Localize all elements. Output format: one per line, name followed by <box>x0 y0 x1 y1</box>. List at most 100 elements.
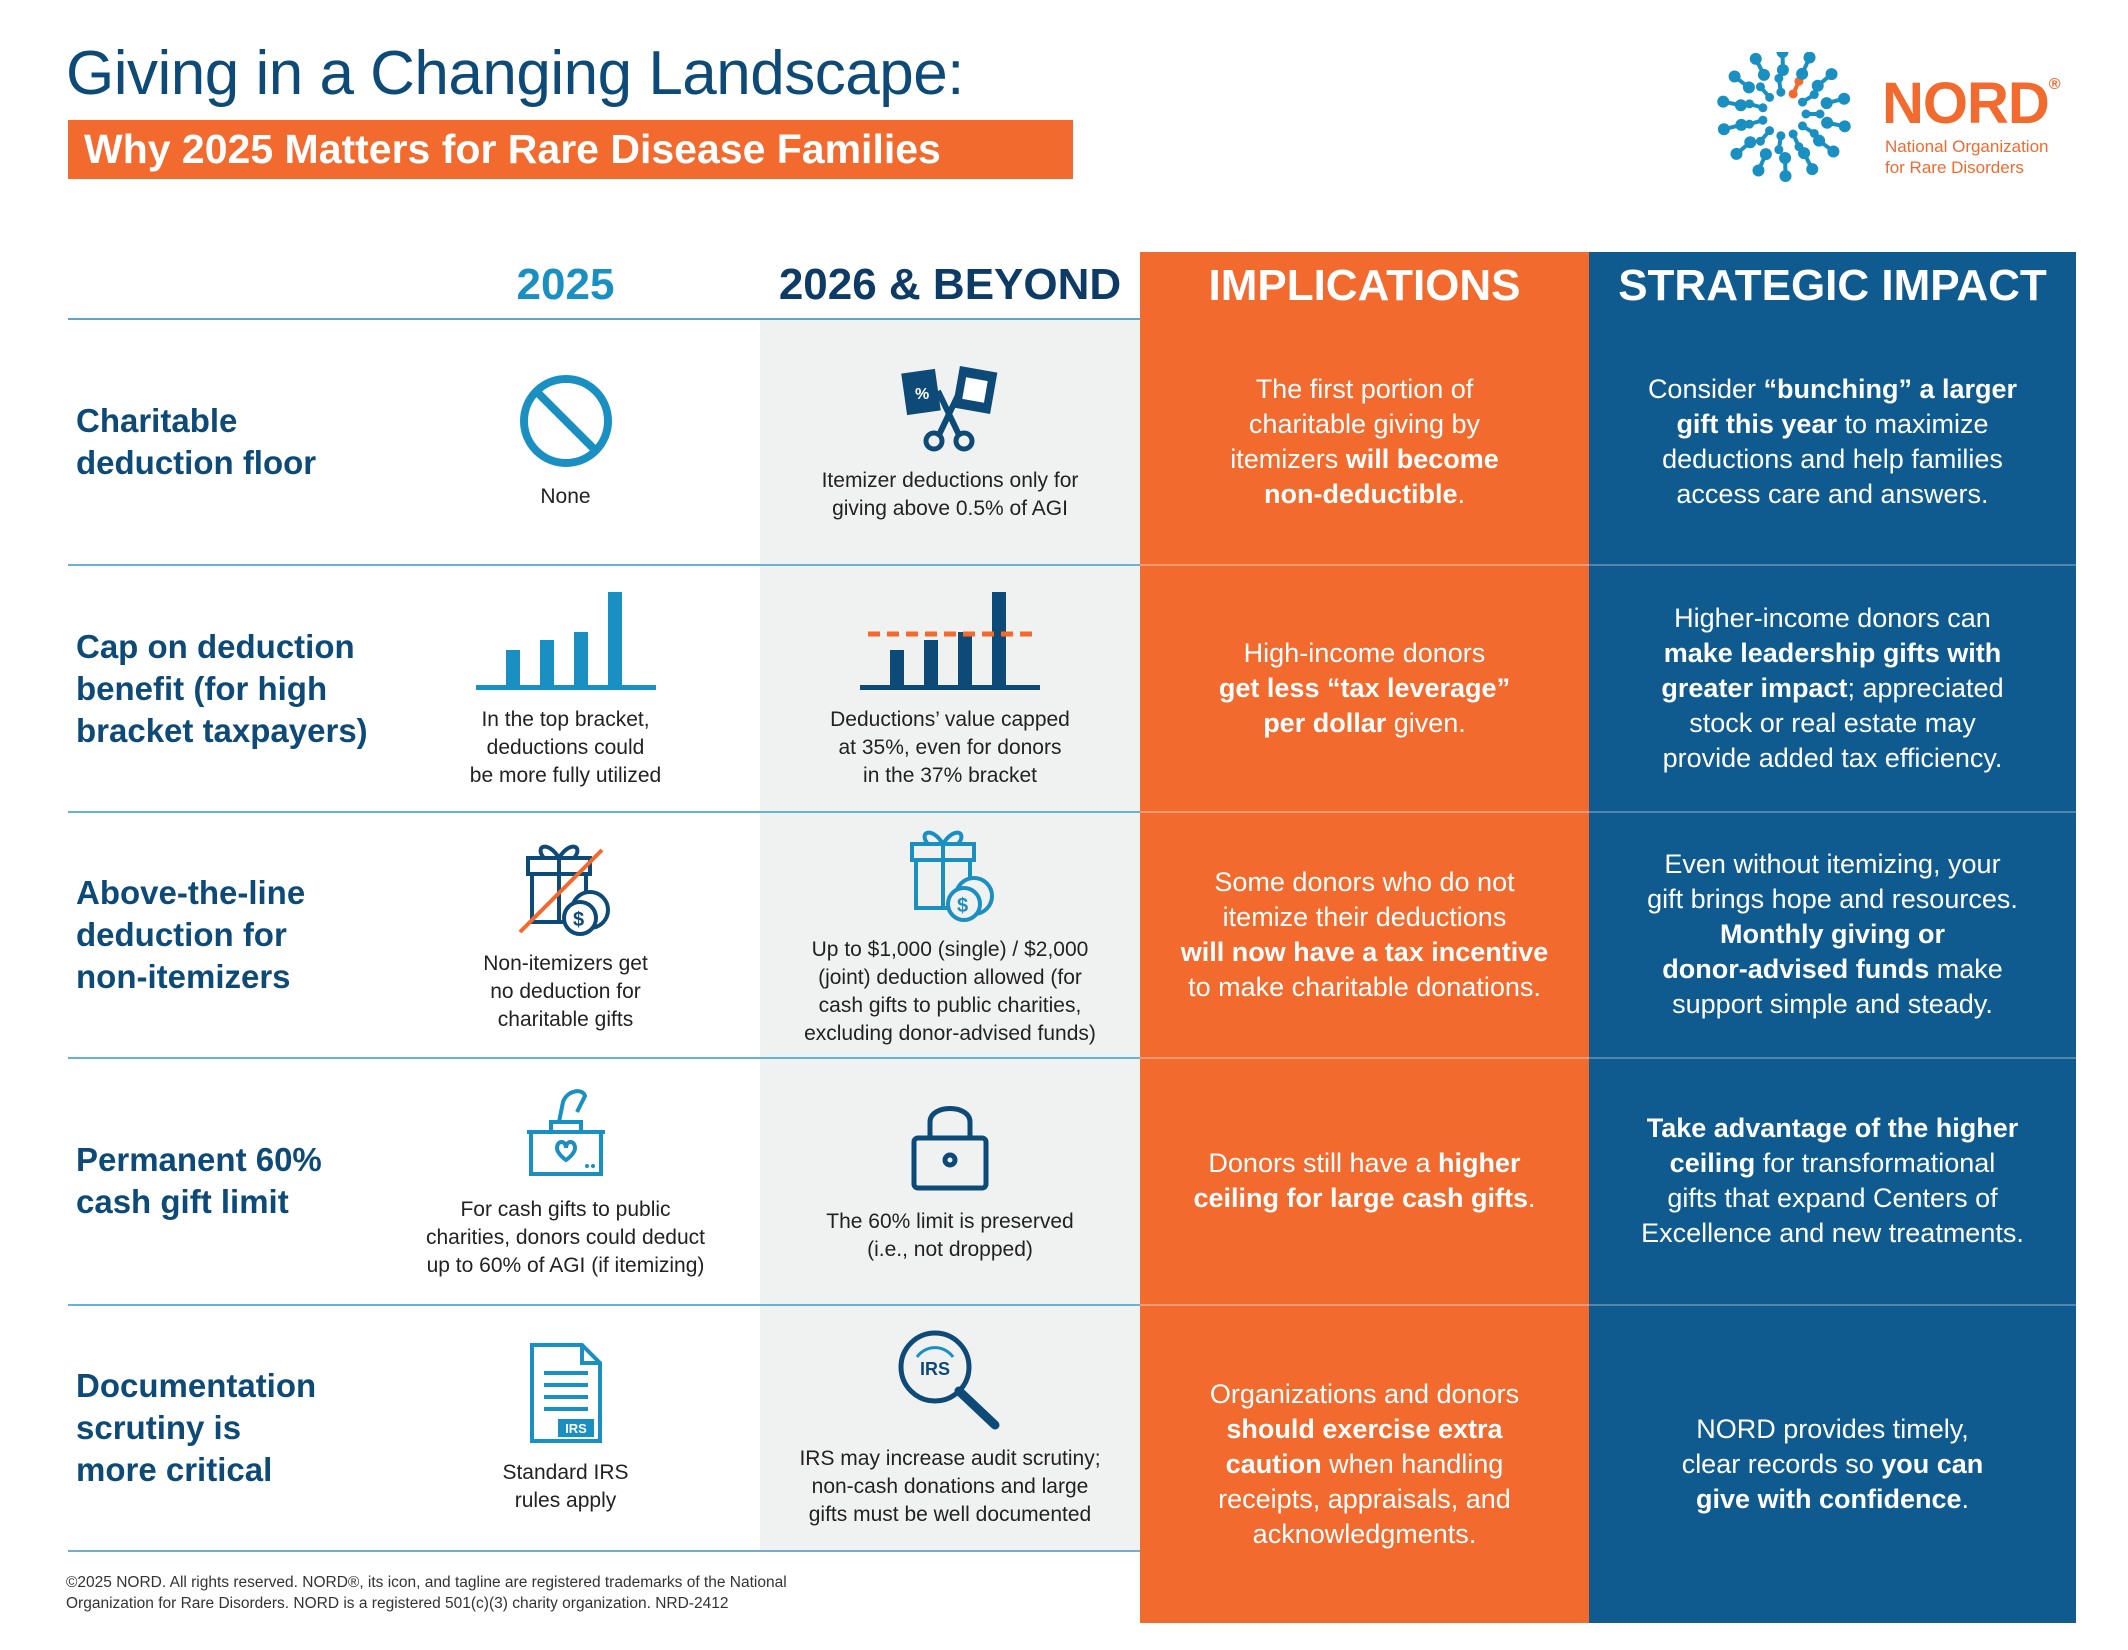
cell-2025: $ Non-itemizers get no deduction for cha… <box>371 813 760 1060</box>
gift-coins-icon: $ <box>910 830 994 922</box>
cell-text: In the top bracket, deductions could be … <box>469 707 662 787</box>
cell-2026: The 60% limit is preserved (i.e., not dr… <box>760 1059 1140 1306</box>
rich-text: Organizations and donors should exercise… <box>1210 1377 1519 1552</box>
text: Even without itemizing, your gift brings… <box>1647 849 2018 915</box>
irs-magnifier-icon: IRS <box>898 1330 1000 1430</box>
cell-2026: Deductions’ value capped at 35%, even fo… <box>760 566 1140 813</box>
rich-text: Higher-income donors can make leadership… <box>1661 601 2003 776</box>
column-header-2025: 2025 <box>371 252 760 320</box>
cell-text: None <box>540 485 591 509</box>
text: Organizations and donors <box>1209 1378 1520 1409</box>
rich-text: NORD provides timely, clear records so y… <box>1682 1412 1984 1517</box>
gift-crossed-icon: $ <box>518 844 610 936</box>
row-label: Charitable deduction floor <box>68 320 371 567</box>
rich-text: The first portion of charitable giving b… <box>1230 372 1499 512</box>
text: when handling receipts, appraisals, and … <box>1218 1448 1511 1549</box>
bar-chart-icon <box>475 591 656 690</box>
header-blank <box>68 252 371 320</box>
logo-word: NORD <box>1882 71 2050 136</box>
donation-box-icon <box>526 1089 605 1177</box>
svg-text:$: $ <box>573 909 584 931</box>
logo-tagline: National Organization for Rare Disorders <box>1885 137 2049 177</box>
rich-text: High-income donors get less “tax leverag… <box>1219 636 1510 741</box>
text: NORD provides timely, clear records so <box>1681 1413 1969 1479</box>
text: Higher-income donors can <box>1674 603 1991 634</box>
strategic-impact-cell: Even without itemizing, your gift brings… <box>1589 812 2076 1060</box>
row-label: Cap on deduction benefit (for high brack… <box>68 566 371 813</box>
page-title: Giving in a Changing Landscape: <box>66 39 964 108</box>
strategic-impact-cell: Higher-income donors can make leadership… <box>1589 566 2076 813</box>
text: given. <box>1386 708 1466 739</box>
cell-2026: $ Up to $1,000 (single) / $2,000 (joint)… <box>760 812 1140 1060</box>
implications-cell: The first portion of charitable giving b… <box>1140 320 1589 567</box>
text: . <box>1961 1483 1970 1514</box>
bold-text: should exercise extra caution <box>1225 1413 1503 1479</box>
text: ; appreciated stock or real estate may p… <box>1662 673 2004 774</box>
cell-2025: For cash gifts to public charities, dono… <box>371 1059 760 1306</box>
cell-text: Up to $1,000 (single) / $2,000 (joint) d… <box>804 937 1096 1045</box>
bold-text: get less “tax leverage” per dollar <box>1218 673 1511 739</box>
cell-2025: None <box>371 320 760 567</box>
comparison-table: 2025 2026 & BEYOND IMPLICATIONS STRATEGI… <box>68 252 2076 1623</box>
text: to maximize deductions and help families… <box>1662 409 2003 510</box>
row-label: Documentation scrutiny is more critical <box>68 1306 371 1552</box>
row-label: Permanent 60% cash gift limit <box>68 1059 371 1306</box>
text: make support simple and steady. <box>1672 954 2003 1020</box>
irs-label: IRS <box>565 1421 587 1436</box>
cell-text: The 60% limit is preserved (i.e., not dr… <box>826 1210 1074 1262</box>
bold-text: make leadership gifts with greater impac… <box>1661 638 2002 704</box>
bold-text: you can give with confidence <box>1695 1448 1984 1514</box>
implications-cell: Organizations and donors should exercise… <box>1140 1305 1589 1623</box>
cell-text: Standard IRS rules apply <box>502 1460 629 1512</box>
implications-cell: Some donors who do not itemize their ded… <box>1140 812 1589 1060</box>
cell-2026: % Itemizer deductions only for giving ab… <box>760 320 1140 567</box>
text: for transformational gifts that expand C… <box>1641 1148 2024 1249</box>
rich-text: Even without itemizing, your gift brings… <box>1647 847 2018 1022</box>
svg-text:$: $ <box>957 895 968 917</box>
irs-label: IRS <box>920 1359 950 1379</box>
cell-text: For cash gifts to public charities, dono… <box>426 1198 705 1278</box>
cell-2025: In the top bracket, deductions could be … <box>371 566 760 813</box>
implications-cell: Donors still have a higher ceiling for l… <box>1140 1059 1589 1306</box>
bold-text: will now have a tax incentive <box>1180 936 1549 967</box>
text: Consider <box>1647 374 1764 405</box>
capped-bar-chart-icon <box>860 591 1040 690</box>
irs-document-icon: IRS <box>529 1342 602 1443</box>
cell-text: Deductions’ value capped at 35%, even fo… <box>830 707 1070 787</box>
bold-text: Take advantage of the higher ceiling <box>1646 1113 2019 1179</box>
text: Donors still have a <box>1208 1148 1439 1179</box>
text: Some donors who do not itemize their ded… <box>1214 866 1515 932</box>
cell-2026: IRS IRS may increase audit scrutiny; non… <box>760 1305 1140 1552</box>
cell-text: IRS may increase audit scrutiny; non-cas… <box>799 1446 1101 1526</box>
lock-icon <box>911 1106 989 1191</box>
logo-registered-mark: ® <box>2048 76 2061 93</box>
text: The first portion of charitable giving b… <box>1230 374 1481 475</box>
rich-text: Some donors who do not itemize their ded… <box>1181 865 1549 1005</box>
rich-text: Donors still have a higher ceiling for l… <box>1193 1146 1535 1216</box>
coupon-scissors-icon: % <box>901 366 998 452</box>
nord-logo: NORD® National Organization for Rare Dis… <box>1712 52 2072 182</box>
column-header-2026: 2026 & BEYOND <box>760 252 1140 320</box>
cell-2025: IRS Standard IRS rules apply <box>371 1306 760 1552</box>
strategic-impact-cell: Consider “bunching” a larger gift this y… <box>1589 320 2076 567</box>
bold-text: will become non-deductible <box>1263 444 1499 510</box>
bold-text: higher ceiling for large cash gifts <box>1193 1148 1529 1214</box>
text: . <box>1528 1183 1536 1214</box>
text: to make charitable donations. <box>1188 971 1541 1002</box>
cell-text: Itemizer deductions only for giving abov… <box>821 469 1079 521</box>
page-subtitle: Why 2025 Matters for Rare Disease Famili… <box>68 120 1073 179</box>
cell-text: Non-itemizers get no deduction for chari… <box>483 951 648 1031</box>
strategic-impact-cell: Take advantage of the higher ceiling for… <box>1589 1059 2076 1306</box>
rich-text: Consider “bunching” a larger gift this y… <box>1648 372 2017 512</box>
column-header-implications: IMPLICATIONS <box>1140 252 1589 320</box>
implications-cell: High-income donors get less “tax leverag… <box>1140 566 1589 813</box>
nord-starburst-icon <box>1717 52 1851 182</box>
text: High-income donors <box>1243 638 1486 669</box>
rich-text: Take advantage of the higher ceiling for… <box>1641 1111 2024 1251</box>
svg-text:%: % <box>915 386 929 403</box>
footer-legal: ©2025 NORD. All rights reserved. NORD®, … <box>66 1574 787 1612</box>
bold-text: Monthly giving or donor-advised funds <box>1662 919 1945 985</box>
strategic-impact-cell: NORD provides timely, clear records so y… <box>1589 1305 2076 1623</box>
logo-wordmark: NORD® <box>1882 70 2061 137</box>
no-sign-icon <box>519 375 612 468</box>
